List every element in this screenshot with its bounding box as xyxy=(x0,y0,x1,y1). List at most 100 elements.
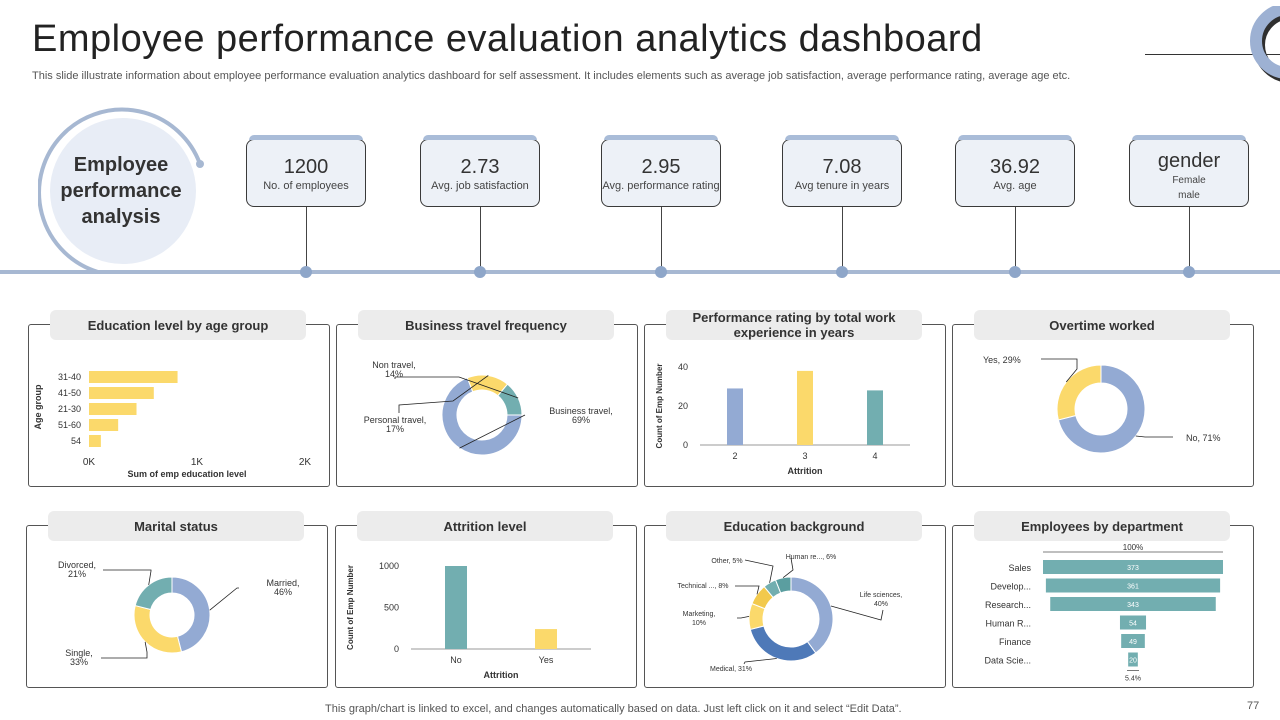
edu-background-chart: Life sciences, 40% Medical, 31% Marketing, 1… xyxy=(678,554,903,673)
page-subtitle: This slide illustrate information about … xyxy=(32,70,1071,82)
leader-line xyxy=(735,585,760,595)
kpi-card-age: 36.92 Avg. age xyxy=(955,135,1075,207)
page-title: Employee performance evaluation analytic… xyxy=(32,18,983,60)
leader-line xyxy=(737,615,750,619)
bar xyxy=(535,629,557,649)
panel-title: Overtime worked xyxy=(974,310,1230,340)
tick-label: Finance xyxy=(999,637,1031,647)
panel-title: Business travel frequency xyxy=(358,310,614,340)
tick-label: Sales xyxy=(1008,563,1031,573)
kpi-label-male: male xyxy=(1178,190,1200,201)
timeline-connector xyxy=(480,207,481,269)
kpi-value: 1200 xyxy=(283,156,329,178)
tick-label: 0 xyxy=(683,440,688,450)
leader-line xyxy=(459,414,526,449)
bar xyxy=(727,388,743,445)
kpi-value: 2.73 xyxy=(460,156,500,178)
donut-slice xyxy=(133,604,183,654)
tick-label: Human R... xyxy=(985,619,1031,629)
kpi-value: 7.08 xyxy=(822,156,862,178)
data-label: 40% xyxy=(874,601,888,608)
data-label: 373 xyxy=(1127,565,1139,572)
panel-title: Attrition level xyxy=(357,511,613,541)
leader-line xyxy=(830,605,884,621)
panel-title: Marital status xyxy=(48,511,304,541)
overtime-chart: No, 71% Yes, 29% xyxy=(983,355,1221,454)
donut-slice xyxy=(1057,364,1146,454)
bar xyxy=(1045,578,1221,593)
leader-line xyxy=(394,376,519,399)
tick-label: 4 xyxy=(872,451,877,461)
top-label: 100% xyxy=(1123,543,1143,552)
data-label: Married, xyxy=(266,578,299,588)
bar xyxy=(1043,560,1223,574)
tick-label: 2K xyxy=(299,457,312,468)
tick-label: 1000 xyxy=(379,561,399,571)
tick-label: Data Scie... xyxy=(984,656,1031,666)
hero-circle xyxy=(38,107,204,274)
timeline-connector xyxy=(842,207,843,269)
kpi-card-gender: gender Female male xyxy=(1129,135,1249,207)
tick-label: 21-30 xyxy=(58,404,81,414)
bar xyxy=(89,387,154,399)
kpi-card-employees: 1200 No. of employees xyxy=(246,135,366,207)
panel-marital: Married, 46% Single, 33% Divorced, 21% xyxy=(26,525,328,688)
perf-rating-chart: 0 20 40 2 3 4 Attrition Count of Emp Number xyxy=(655,362,910,476)
data-label: Personal travel, xyxy=(364,415,427,425)
kpi-value: 36.92 xyxy=(989,156,1041,178)
bar xyxy=(1121,634,1145,648)
data-label: 343 xyxy=(1127,602,1139,609)
bar xyxy=(89,419,119,431)
timeline-dot xyxy=(1183,266,1195,278)
tick-label: Develop... xyxy=(990,582,1031,592)
tick-label: Research... xyxy=(985,600,1031,610)
timeline-connector xyxy=(1015,207,1016,269)
data-label: Technical ..., 8% xyxy=(678,583,729,590)
panel-title: Performance rating by total work experie… xyxy=(666,310,922,340)
data-label: Other, 5% xyxy=(711,558,742,565)
donut-slice xyxy=(774,576,792,594)
kpi-card-tenure: 7.08 Avg tenure in years xyxy=(782,135,902,207)
panel-education-age: 31-40 41-50 21-30 51-60 54 0K 1K 2K Sum of emp e… xyxy=(28,324,330,487)
department-chart: 100% 373 Sales 361 Develop... 343 Research... 5… xyxy=(984,543,1223,683)
tick-label: 500 xyxy=(384,603,399,613)
panel-travel: Business travel, 69% Personal travel, 17% No… xyxy=(336,324,638,487)
donut-slice xyxy=(441,377,523,456)
kpi-label-female: Female xyxy=(1172,175,1206,186)
data-label: 49 xyxy=(1129,639,1137,646)
attrition-chart: 0 500 1000 No Yes Attrition Count of Emp Numbe… xyxy=(346,561,591,680)
kpi-label: Avg. age xyxy=(993,180,1037,192)
bar xyxy=(1119,615,1147,630)
data-label: 54 xyxy=(1129,621,1137,628)
bar xyxy=(1050,597,1216,611)
axis-label: Age group xyxy=(33,384,43,429)
kpi-card-job-satisfaction: 2.73 Avg. job satisfaction xyxy=(420,135,540,207)
page-number: 77 xyxy=(1247,700,1260,712)
education-age-chart: 31-40 41-50 21-30 51-60 54 0K 1K 2K Sum of emp e… xyxy=(33,371,312,479)
panel-overtime: No, 71% Yes, 29% xyxy=(952,324,1254,487)
tick-label: 0 xyxy=(394,644,399,654)
tick-label: No xyxy=(450,655,462,665)
panel-title: Education background xyxy=(666,511,922,541)
leader-line xyxy=(103,569,152,586)
panel-perf-rating: 0 20 40 2 3 4 Attrition Count of Emp Number xyxy=(644,324,946,487)
kpi-label: Avg. performance rating xyxy=(602,180,720,192)
corner-divider xyxy=(1145,54,1280,55)
timeline xyxy=(0,270,1280,274)
axis-label: Count of Emp Number xyxy=(655,364,664,449)
tick-label: 54 xyxy=(71,436,81,446)
data-label: Human re..., 6% xyxy=(786,554,837,561)
tick-label: 1K xyxy=(191,457,204,468)
data-label: 69% xyxy=(572,415,590,425)
panel-title: Education level by age group xyxy=(50,310,306,340)
kpi-value: gender xyxy=(1157,150,1221,172)
data-label: Business travel, xyxy=(549,406,613,416)
marital-chart: Married,46% Single,33% Divorced,21% xyxy=(58,560,300,667)
donut-slice xyxy=(790,576,834,654)
leader-line xyxy=(398,375,489,413)
tick-label: 41-50 xyxy=(58,388,81,398)
data-label: Single, xyxy=(65,648,93,658)
panel-title: Employees by department xyxy=(974,511,1230,541)
timeline-dot xyxy=(474,266,486,278)
data-label: 21% xyxy=(68,569,86,579)
